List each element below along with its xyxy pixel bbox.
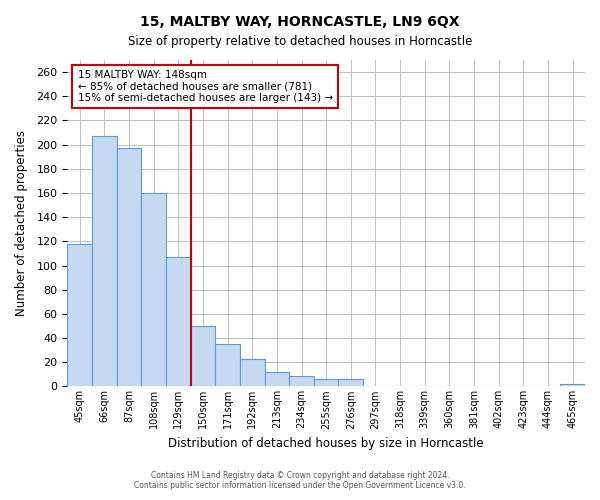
Y-axis label: Number of detached properties: Number of detached properties (15, 130, 28, 316)
Bar (240, 358, 265, 386)
Bar (314, 379, 338, 386)
Bar (265, 372, 289, 386)
Text: Size of property relative to detached houses in Horncastle: Size of property relative to detached ho… (128, 35, 472, 48)
X-axis label: Distribution of detached houses by size in Horncastle: Distribution of detached houses by size … (169, 437, 484, 450)
Bar (191, 326, 215, 386)
Text: Contains HM Land Registry data © Crown copyright and database right 2024.
Contai: Contains HM Land Registry data © Crown c… (134, 470, 466, 490)
Bar (116, 148, 141, 386)
Bar (67, 244, 92, 386)
Bar (560, 384, 585, 386)
Bar (215, 344, 240, 387)
Bar (166, 257, 191, 386)
Text: 15 MALTBY WAY: 148sqm
← 85% of detached houses are smaller (781)
15% of semi-det: 15 MALTBY WAY: 148sqm ← 85% of detached … (77, 70, 333, 103)
Bar (289, 376, 314, 386)
Text: 15, MALTBY WAY, HORNCASTLE, LN9 6QX: 15, MALTBY WAY, HORNCASTLE, LN9 6QX (140, 15, 460, 29)
Bar (338, 379, 363, 386)
Bar (92, 136, 116, 386)
Bar (141, 193, 166, 386)
